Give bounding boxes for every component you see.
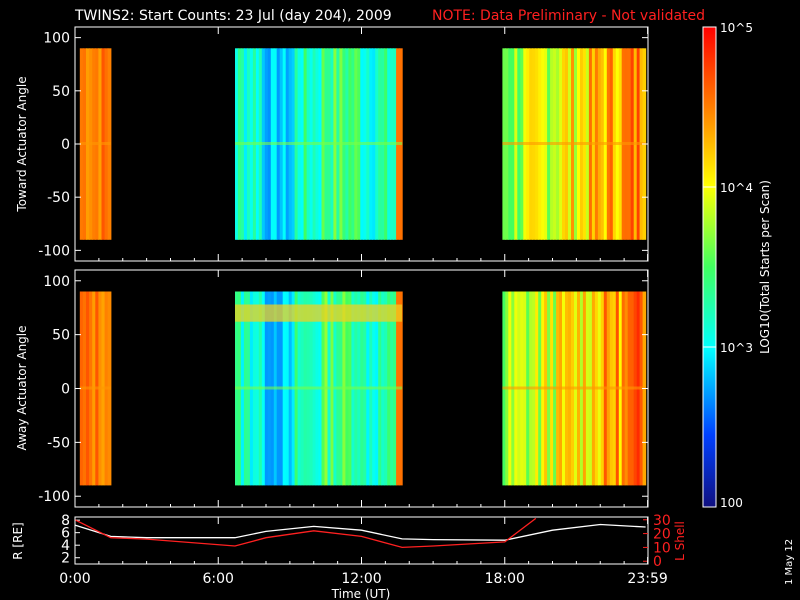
away-heatmap-data [79, 291, 647, 486]
x-tick-label: 23:59 [627, 571, 667, 587]
toward-heatmap-data [79, 48, 647, 240]
y-tick-label: -100 [38, 489, 70, 505]
zero-angle-band [79, 142, 111, 145]
r-tick-label: 2 [61, 551, 70, 567]
away-y-axis-label: Away Actuator Angle [15, 325, 29, 450]
orbit-lines [74, 517, 646, 549]
y-tick-label: -50 [47, 190, 70, 206]
zero-angle-band [502, 142, 646, 145]
colorbar-tick-label: 10^3 [720, 341, 753, 355]
y-tick-label: 50 [52, 84, 70, 100]
r-tick-label: 6 [61, 526, 70, 542]
toward-y-axis-label: Toward Actuator Angle [15, 76, 29, 212]
zero-angle-band [235, 386, 403, 390]
l-tick-label: 20 [653, 527, 671, 543]
colorbar-tick-label: 10^4 [720, 181, 753, 195]
high-count-band [235, 304, 403, 322]
r-series-line [74, 523, 646, 541]
zero-angle-band [79, 386, 111, 390]
x-tick-label: 12:00 [341, 571, 381, 587]
colorbar-label: LOG10(Total Starts per Scan) [758, 180, 772, 354]
y-tick-label: 50 [52, 328, 70, 344]
colorbar: 100 10^3 10^4 10^5 LOG10(Total Starts per S… [702, 21, 772, 510]
time-axis: 0:00 6:00 12:00 18:00 23:59 [59, 27, 668, 587]
x-tick-label: 18:00 [485, 571, 525, 587]
y-tick-label: -100 [38, 243, 70, 259]
y-tick-label: 0 [61, 137, 70, 153]
r-tick-label: 4 [61, 538, 70, 554]
r-axis-label: R [RE] [11, 522, 25, 559]
away-actuator-panel: 100 50 0 -50 -100 Away Actuator Angle [15, 269, 649, 508]
toward-actuator-panel: 100 50 0 -50 -100 Toward Actuator Angle [15, 26, 649, 262]
y-tick-label: 0 [61, 382, 70, 398]
r-tick-label: 8 [61, 513, 70, 529]
y-tick-label: 100 [43, 31, 70, 47]
x-tick-label: 0:00 [59, 571, 90, 587]
plot-title: TWINS2: Start Counts: 23 Jul (day 204), … [74, 8, 392, 24]
render-date: 1 May 12 [784, 539, 795, 585]
away-axes: 100 50 0 -50 -100 [38, 274, 648, 505]
y-tick-label: 100 [43, 274, 70, 290]
zero-angle-band [235, 142, 403, 145]
l-tick-label: 0 [653, 554, 662, 570]
time-axis-label: Time (UT) [331, 587, 391, 600]
x-tick-label: 6:00 [203, 571, 234, 587]
l-shell-axis-label: L Shell [673, 521, 687, 561]
zero-angle-band [502, 386, 646, 390]
preliminary-note: NOTE: Data Preliminary - Not validated [432, 8, 705, 24]
y-tick-label: -50 [47, 435, 70, 451]
colorbar-gradient [702, 26, 717, 508]
toward-axes: 100 50 0 -50 -100 [38, 31, 648, 259]
l-shell-series-line [74, 517, 537, 549]
l-tick-label: 10 [653, 540, 671, 556]
l-tick-label: 30 [653, 513, 671, 529]
colorbar-tick-label: 10^5 [720, 21, 753, 35]
colorbar-tick-label: 100 [720, 496, 743, 510]
colorbar-ticks: 100 10^3 10^4 10^5 [703, 21, 753, 510]
